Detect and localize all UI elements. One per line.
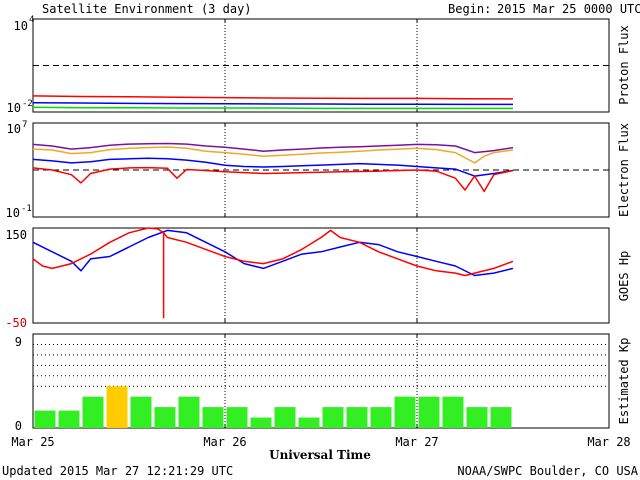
red-series-line — [32, 95, 514, 100]
kp-bar — [466, 407, 488, 428]
orange-series-line — [32, 146, 514, 164]
x-axis-title: Universal Time — [269, 448, 371, 462]
kp-bar — [202, 407, 224, 428]
purple-series-line — [32, 142, 514, 154]
credit-line: NOAA/SWPC Boulder, CO USA — [457, 464, 638, 478]
goes-hp-plot-area — [32, 227, 610, 324]
goes-hp-panel: 150 -50 GOES Hp — [5, 227, 631, 330]
kp-bar — [130, 396, 152, 428]
begin-label: Begin: — [448, 2, 491, 16]
blue-series-line — [32, 229, 514, 277]
x-tick-label: Mar 25 — [11, 435, 54, 449]
kp-bar — [34, 410, 56, 428]
electron-flux-marks — [32, 123, 610, 217]
proton-tick-top-exp: 4 — [29, 15, 34, 25]
blue-series-line — [32, 157, 514, 177]
proton-tick-top-base: 10 — [14, 19, 28, 33]
kp-bar — [370, 407, 392, 428]
kp-tick-top: 9 — [15, 335, 22, 349]
kp-bar — [226, 407, 248, 428]
kp-bar — [178, 396, 200, 428]
kp-ylabel: Estimated Kp — [617, 338, 631, 425]
red-series-line — [32, 166, 514, 193]
kp-bar — [394, 396, 416, 428]
goes-hp-ylabel: GOES Hp — [617, 251, 631, 302]
proton-flux-ylabel: Proton Flux — [617, 25, 631, 104]
goes-tick-top: 150 — [5, 228, 27, 242]
electron-flux-plot-area — [32, 122, 610, 218]
proton-tick-bottom-base: 10 — [7, 101, 21, 115]
goes-hp-marks — [32, 227, 610, 323]
electron-tick-bottom-base: 10 — [6, 206, 20, 220]
figure-title: Satellite Environment (3 day) — [42, 2, 252, 16]
kp-bar — [250, 417, 272, 428]
proton-flux-marks — [32, 19, 610, 112]
red-series-line — [32, 227, 514, 277]
electron-tick-bottom-exp: -1 — [21, 204, 32, 214]
kp-bar — [418, 396, 440, 428]
blue-series-line — [32, 101, 513, 106]
electron-flux-panel: 10 7 10 -1 Electron Flux — [6, 120, 631, 220]
kp-bar — [106, 386, 128, 428]
electron-flux-ylabel: Electron Flux — [617, 123, 631, 217]
electron-tick-top-base: 10 — [7, 122, 21, 136]
x-tick-label: Mar 26 — [203, 435, 246, 449]
kp-bar — [58, 410, 80, 428]
kp-bar — [82, 396, 104, 428]
goes-tick-bottom: -50 — [5, 316, 27, 330]
updated-timestamp: Updated 2015 Mar 27 12:21:29 UTC — [2, 464, 233, 478]
x-tick-label: Mar 28 — [587, 435, 630, 449]
begin-value: 2015 Mar 25 0000 UTC — [497, 2, 640, 16]
kp-plot-area — [32, 333, 610, 429]
x-tick-label: Mar 27 — [395, 435, 438, 449]
proton-tick-bottom-exp: -2 — [22, 99, 33, 109]
kp-bar — [346, 407, 368, 428]
kp-marks — [32, 333, 610, 428]
electron-tick-top-exp: 7 — [22, 120, 27, 130]
x-axis-tick-labels: Mar 25 Mar 26 Mar 27 Mar 28 — [11, 435, 630, 449]
green-series-line — [32, 106, 513, 110]
kp-bar — [154, 407, 176, 428]
kp-bar — [442, 396, 464, 428]
kp-tick-bottom: 0 — [15, 419, 22, 433]
kp-bar — [322, 407, 344, 428]
kp-bar — [298, 417, 320, 428]
kp-panel: 9 0 Estimated Kp — [15, 333, 631, 433]
kp-bar — [274, 407, 296, 428]
kp-bar — [490, 407, 512, 428]
proton-flux-panel: 10 4 10 -2 Proton Flux — [7, 15, 631, 115]
